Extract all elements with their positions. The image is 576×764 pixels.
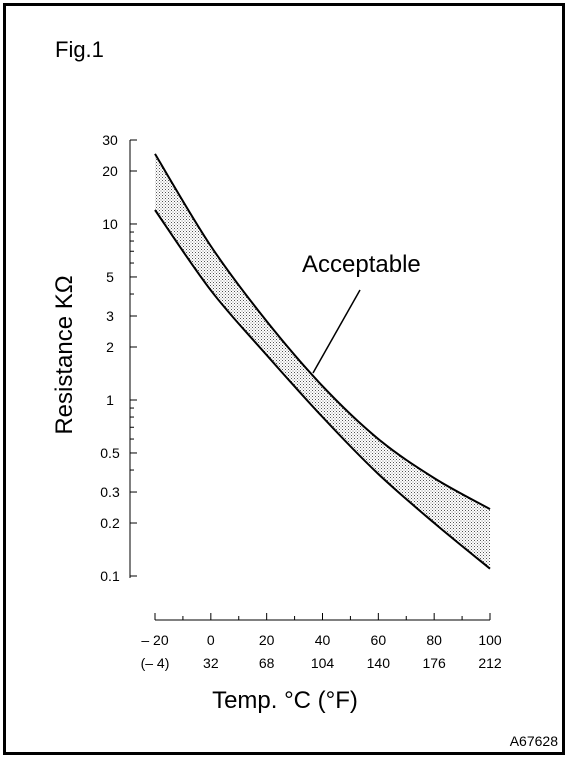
y-tick-label: 30 [102, 132, 118, 148]
y-tick-label: 0.5 [100, 445, 120, 461]
y-minor-ticks [130, 231, 134, 471]
y-tick-label: 20 [102, 163, 118, 179]
y-tick-label: 3 [106, 308, 114, 324]
x-tick-label-celsius: 60 [371, 632, 387, 648]
acceptable-band [155, 153, 490, 569]
y-tick-label: 2 [106, 339, 114, 355]
y-tick-labels: 0.1 0.2 0.3 0.5 1 2 3 5 10 20 30 [100, 132, 137, 584]
x-tick-label-fahrenheit: (– 4) [141, 655, 170, 671]
x-tick-labels: – 20 (– 4) 0 32 20 68 40 104 60 140 80 176 100 212 [141, 613, 502, 671]
x-tick-label-celsius: 80 [426, 632, 442, 648]
y-tick-label: 5 [106, 269, 114, 285]
x-tick-label-fahrenheit: 32 [203, 655, 219, 671]
y-tick-label: 10 [102, 216, 118, 232]
x-tick-label-celsius: 40 [315, 632, 331, 648]
x-tick-label-fahrenheit: 140 [367, 655, 391, 671]
x-tick-label-celsius: 0 [207, 632, 215, 648]
upper-limit-curve [154, 153, 491, 510]
acceptable-annotation: Acceptable [302, 251, 421, 278]
x-tick-label-fahrenheit: 212 [478, 655, 502, 671]
x-tick-label-fahrenheit: 104 [311, 655, 335, 671]
y-tick-label: 0.2 [100, 515, 120, 531]
figure-code: A67628 [510, 733, 558, 749]
y-tick-label: 0.1 [100, 568, 120, 584]
lower-limit-curve [154, 209, 491, 570]
x-tick-label-celsius: – 20 [141, 632, 168, 648]
x-tick-label-celsius: 20 [259, 632, 275, 648]
x-tick-label-celsius: 100 [478, 632, 502, 648]
figure-label: Fig.1 [55, 37, 104, 62]
y-axis-title: Resistance KΩ [51, 275, 78, 434]
y-tick-label: 0.3 [100, 484, 120, 500]
x-axis-title: Temp. °C (°F) [212, 687, 358, 714]
x-tick-label-fahrenheit: 176 [422, 655, 446, 671]
x-tick-label-fahrenheit: 68 [259, 655, 275, 671]
annotation-leader-line [312, 289, 361, 374]
y-tick-label: 1 [106, 392, 114, 408]
figure-frame [3, 3, 565, 755]
